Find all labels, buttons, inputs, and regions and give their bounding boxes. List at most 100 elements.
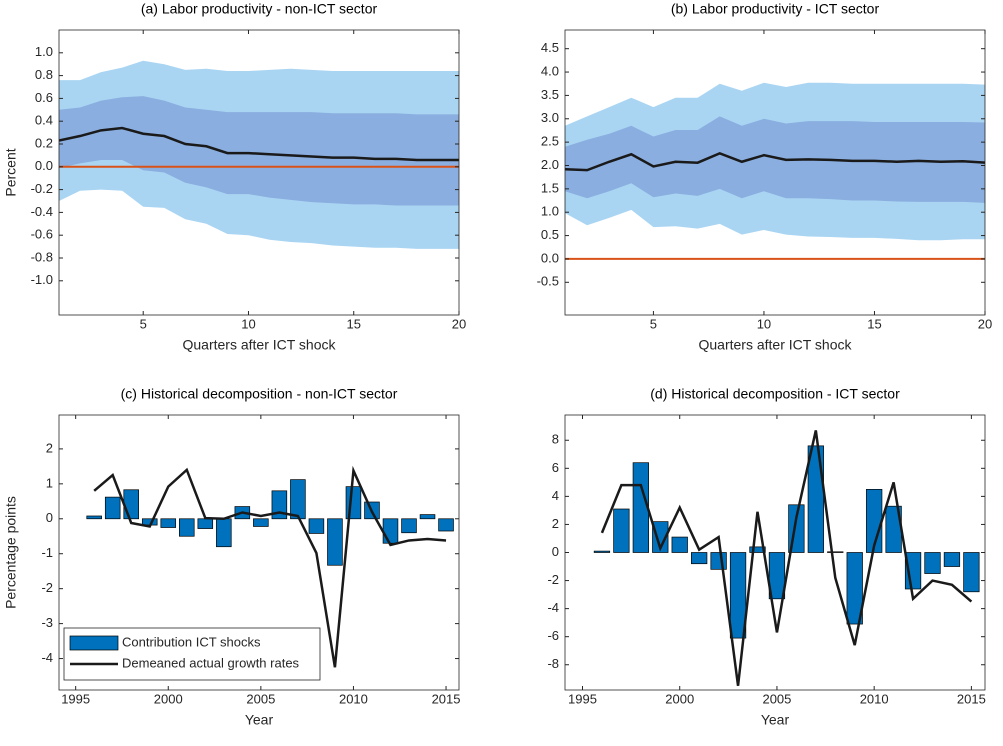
- chart-title: (c) Historical decomposition - non-ICT s…: [121, 386, 398, 402]
- chart-title: (d) Historical decomposition - ICT secto…: [650, 386, 900, 402]
- legend-label: Demeaned actual growth rates: [122, 655, 300, 670]
- y-tick-label: 4.5: [541, 40, 559, 55]
- y-tick-label: 0: [552, 544, 559, 559]
- x-axis-label: Quarters after ICT shock: [182, 337, 336, 353]
- y-tick-label: 3.0: [541, 110, 559, 125]
- y-tick-label: 0.0: [35, 158, 53, 173]
- y-tick-label: -0.2: [31, 181, 53, 196]
- panel: -1.0 -0.8 -0.6 -0.4 -0.2 0.0 0.2 0.4 0.6 0.8 1.0 5 1…: [3, 1, 467, 353]
- bar: [86, 515, 102, 520]
- median-line: [59, 126, 459, 162]
- x-tick-label: 5: [140, 316, 147, 331]
- bar: [160, 518, 177, 528]
- y-tick-label: -3: [41, 615, 53, 630]
- x-tick-label: 2000: [154, 691, 183, 706]
- bar: [963, 552, 980, 593]
- x-tick-label: 2000: [665, 691, 694, 706]
- bar: [401, 518, 417, 534]
- bar: [943, 552, 961, 567]
- bar: [691, 552, 708, 565]
- bar: [846, 552, 863, 625]
- y-tick-label: -0.8: [31, 249, 53, 264]
- bar: [671, 536, 688, 553]
- x-tick-label: 5: [650, 316, 657, 331]
- bar: [290, 479, 306, 520]
- y-tick-label: 0: [46, 510, 53, 525]
- legend-swatch: [69, 635, 119, 651]
- confidence-band: [565, 116, 985, 203]
- bar: [807, 445, 824, 553]
- plot-area: [593, 430, 980, 686]
- y-tick-label: 0.0: [541, 250, 559, 265]
- y-tick-label: 2.5: [541, 134, 559, 149]
- axes-box: [58, 414, 460, 691]
- panel: -8 -6 -4 -2 0 2 4 6 8 1995 2000 2005 2010 2015 (d) His…: [547, 386, 985, 728]
- panel: -0.5 0.0 0.5 1.0 1.5 2.0 2.5 3.0 3.5 4.0 4.5 5 10 15 2…: [537, 1, 993, 353]
- axes-box: [564, 29, 986, 316]
- series-line: [93, 465, 447, 668]
- x-tick-label: 2005: [762, 691, 791, 706]
- plot-area: [86, 465, 454, 668]
- y-tick-label: -2: [41, 580, 53, 595]
- x-tick-label: 2015: [957, 691, 986, 706]
- bar: [632, 462, 649, 553]
- bar: [382, 518, 399, 544]
- bar: [104, 496, 121, 520]
- panel: -4 -3 -2 -1 0 1 2 1995 2000 2005 2010 2015 (c) Histo…: [3, 386, 461, 728]
- y-tick-label: 3.5: [541, 87, 559, 102]
- x-tick-label: 2005: [246, 691, 275, 706]
- bar: [438, 518, 454, 532]
- y-tick-label: -1: [41, 545, 53, 560]
- y-tick-label: -0.6: [31, 227, 53, 242]
- y-tick-label: 8: [552, 432, 559, 447]
- y-tick-label: 1: [46, 475, 53, 490]
- y-tick-label: 4: [552, 488, 559, 503]
- x-axis-label: Year: [761, 712, 790, 728]
- bar: [768, 552, 786, 600]
- y-tick-label: -4: [41, 650, 53, 665]
- y-tick-label: 1.5: [541, 180, 559, 195]
- plot-area: [59, 60, 459, 249]
- bar: [179, 518, 195, 537]
- x-tick-label: 10: [241, 316, 255, 331]
- axes-box: [58, 29, 460, 316]
- chart-title: (b) Labor productivity - ICT sector: [671, 1, 880, 17]
- bar: [271, 490, 288, 520]
- y-tick-label: -0.5: [537, 274, 559, 289]
- y-tick-label: 6: [552, 460, 559, 475]
- y-tick-label: 0.2: [35, 135, 53, 150]
- x-axis-label: Quarters after ICT shock: [698, 337, 852, 353]
- bar: [827, 551, 844, 553]
- y-tick-label: -4: [547, 600, 559, 615]
- plot-area: [565, 82, 985, 260]
- x-axis-label: Year: [245, 712, 274, 728]
- y-tick-label: -8: [547, 656, 559, 671]
- x-tick-label: 15: [347, 316, 361, 331]
- bar: [652, 521, 669, 553]
- bar: [327, 518, 343, 566]
- bar: [924, 552, 941, 574]
- y-tick-label: 2.0: [541, 157, 559, 172]
- y-tick-label: -1.0: [31, 272, 53, 287]
- confidence-band: [59, 96, 459, 206]
- y-tick-label: 0.4: [35, 113, 53, 128]
- y-axis-label: Percentage points: [3, 496, 19, 609]
- y-tick-label: -2: [547, 572, 559, 587]
- y-tick-label: 2: [46, 440, 53, 455]
- x-tick-label: 20: [978, 316, 992, 331]
- x-tick-label: 2010: [339, 691, 368, 706]
- y-tick-label: 1.0: [35, 44, 53, 59]
- y-tick-label: 0.8: [35, 67, 53, 82]
- bar: [197, 518, 214, 529]
- y-tick-label: 0.6: [35, 90, 53, 105]
- x-tick-label: 1995: [61, 691, 90, 706]
- x-tick-label: 10: [757, 316, 771, 331]
- legend: Contribution ICT shocks Demeaned actual g…: [63, 627, 321, 681]
- series-line: [600, 430, 973, 686]
- bar: [419, 514, 436, 520]
- x-tick-label: 20: [452, 316, 466, 331]
- bar: [216, 518, 232, 548]
- x-tick-label: 1995: [568, 691, 597, 706]
- y-tick-label: 4.0: [541, 63, 559, 78]
